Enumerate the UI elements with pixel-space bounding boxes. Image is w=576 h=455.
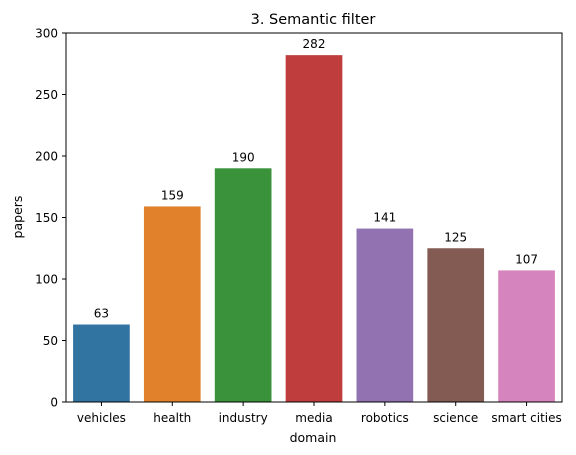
bar-robotics: [356, 228, 414, 402]
bar-value-label: 190: [232, 150, 255, 164]
x-tick-label: vehicles: [77, 411, 126, 425]
bar-value-label: 141: [373, 211, 396, 225]
bar-value-labels: 63 159 190 282 141 125 107: [94, 37, 538, 320]
bar-health: [143, 206, 201, 402]
bar-value-label: 63: [94, 307, 109, 321]
y-axis-label: papers: [10, 196, 25, 239]
x-tick-label: robotics: [361, 411, 409, 425]
plot-frame: [65, 32, 563, 403]
y-tick-label: 100: [35, 273, 58, 287]
bar-smart-cities: [498, 270, 555, 402]
bar-value-label: 159: [161, 188, 184, 202]
bar-value-label: 107: [515, 252, 538, 266]
bar-value-label: 125: [444, 230, 467, 244]
x-tick-label: health: [153, 411, 191, 425]
x-tick-label: industry: [219, 411, 268, 425]
x-axis-label: domain: [290, 430, 337, 445]
x-tick-label: media: [295, 411, 332, 425]
bar-vehicles: [73, 324, 130, 402]
y-tick-label: 50: [43, 334, 58, 348]
bar-industry: [214, 168, 272, 402]
x-tick-label: science: [433, 411, 478, 425]
bar-science: [427, 248, 485, 402]
y-tick-label: 200: [35, 150, 58, 164]
bar-value-label: 282: [303, 37, 326, 51]
y-tick-label: 250: [35, 88, 58, 102]
y-tick-label: 300: [35, 27, 58, 41]
y-tick-label: 0: [50, 396, 58, 410]
y-axis-ticks: 0 50 100 150 200 250 300: [35, 27, 66, 410]
bars: [73, 55, 555, 402]
x-axis-ticks: vehicles health industry media robotics scien…: [77, 402, 562, 425]
bar-media: [285, 55, 343, 402]
x-tick-label: smart cities: [491, 411, 561, 425]
y-tick-label: 150: [35, 211, 58, 225]
chart-title: 3. Semantic filter: [251, 12, 376, 28]
